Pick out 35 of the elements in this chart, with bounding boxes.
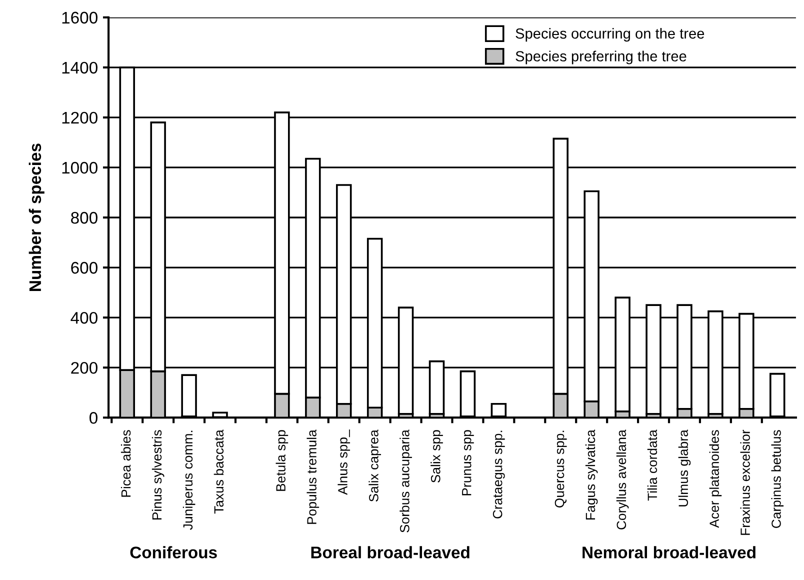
x-tick-label: Picea abies: [120, 430, 131, 497]
x-tick-label: Coryllus avellana: [616, 430, 629, 530]
x-tick-label: Salix caprea: [368, 430, 381, 502]
x-tick-label: Populus tremula: [306, 430, 320, 524]
x-tick-label: Prunus spp: [462, 430, 474, 496]
x-tick-label: Crataegus spp.: [492, 430, 505, 518]
x-tick-label: Acer platanoides: [709, 430, 722, 528]
y-tick-label: 600: [71, 262, 98, 274]
x-tick-label: Alnus spp_: [338, 429, 350, 495]
y-tick-label: 0: [90, 412, 98, 424]
x-tick-label: Betula spp: [276, 430, 288, 491]
text: Coniferous: [130, 546, 217, 558]
x-tick-label: Taxus baccata: [214, 430, 224, 514]
y-tick-label: 1200: [62, 112, 98, 124]
y-tick-label: 400: [70, 312, 98, 324]
x-tick-label: Quercus spp.: [554, 430, 567, 508]
x-tick-label: Pinus sylvestris: [152, 430, 164, 520]
y-tick-label: 200: [71, 362, 98, 374]
text: Nemoral broad-leaved: [582, 546, 756, 558]
x-tick-label: Fagus sylvatica: [585, 430, 598, 520]
x-tick-label: Carpinus betulus: [771, 430, 784, 528]
x-tick-label: Juniperus comm.: [182, 430, 196, 530]
x-tick-label: Salix spp: [430, 430, 443, 483]
y-tick-label: 1600: [62, 12, 98, 24]
x-tick-label: Tilia cordata: [647, 430, 658, 501]
x-tick-label: Ulmus glabra: [678, 430, 691, 506]
text: Boreal broad-leaved: [311, 546, 470, 558]
y-tick-label: 1400: [62, 62, 98, 74]
y-axis-title: Number of species: [28, 144, 44, 291]
y-tick-label: 800: [71, 212, 98, 224]
legend-label: Species preferring the tree: [516, 50, 686, 64]
x-tick-label: Sorbus aucuparia: [400, 430, 412, 532]
y-tick-label: 1000: [62, 162, 98, 174]
x-tick-label: Fraxinus excelsior: [740, 430, 750, 535]
legend-label: Species occurring on the tree: [516, 28, 704, 42]
